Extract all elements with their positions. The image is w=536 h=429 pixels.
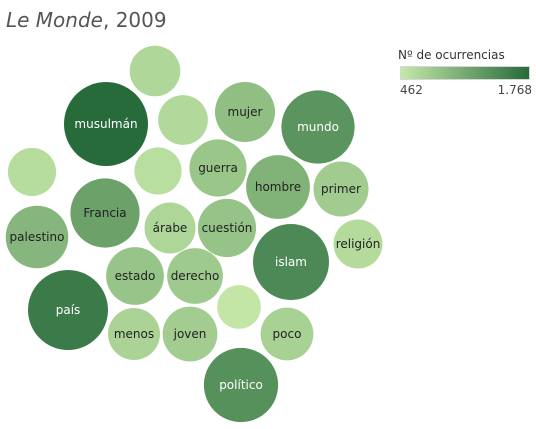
bubble-politico-label: político (219, 378, 263, 392)
bubble-religion[interactable] (333, 219, 383, 269)
bubble-palestino[interactable] (5, 205, 69, 269)
bubble-joven-label: joven (173, 327, 207, 341)
bubble-mundo[interactable] (281, 90, 355, 164)
bubble-estado-label: estado (115, 269, 156, 283)
bubble-menos-label: menos (114, 327, 154, 341)
bubble-francia[interactable] (70, 178, 140, 248)
bubble-mujer[interactable] (215, 82, 275, 142)
legend-gradient-bar (400, 66, 530, 80)
bubble-arabe[interactable] (144, 202, 196, 254)
bubble-pais-label: país (56, 303, 81, 317)
chart-title-italic: Le Monde (6, 8, 103, 32)
bubble-poco[interactable] (260, 307, 314, 361)
chart-title-rest: , 2009 (102, 8, 167, 32)
bubble-islam-label: islam (275, 255, 307, 269)
bubble-primer[interactable] (313, 161, 369, 217)
bubble-cuestion[interactable] (197, 198, 257, 258)
bubble-francia-label: Francia (83, 206, 126, 220)
bubble-musulman[interactable] (64, 82, 148, 166)
bubble-politico[interactable] (203, 347, 279, 423)
bubble-musulman-label: musulmán (74, 117, 137, 131)
bubble-pais[interactable] (28, 270, 108, 350)
bubble-palestino-label: palestino (10, 230, 65, 244)
bubble-religion-label: religión (336, 237, 381, 251)
bubble-unlabeled-20[interactable] (158, 95, 208, 145)
chart-title: Le Monde, 2009 (6, 8, 167, 32)
bubble-menos[interactable] (108, 308, 160, 360)
color-legend: Nº de ocurrencias 462 1.768 (398, 48, 534, 98)
legend-max-label: 1.768 (497, 83, 532, 97)
legend-min-label: 462 (400, 83, 423, 97)
bubble-mundo-label: mundo (297, 120, 339, 134)
bubble-unlabeled-23[interactable] (217, 285, 261, 329)
bubble-primer-label: primer (321, 182, 361, 196)
bubble-unlabeled-19[interactable] (129, 45, 181, 97)
bubble-hombre-label: hombre (255, 180, 301, 194)
bubble-unlabeled-21[interactable] (7, 147, 57, 197)
legend-title: Nº de ocurrencias (398, 48, 505, 62)
bubble-estado[interactable] (106, 247, 164, 305)
bubble-cuestion-label: cuestión (202, 221, 253, 235)
bubble-hombre[interactable] (246, 155, 310, 219)
bubble-arabe-label: árabe (153, 221, 188, 235)
bubble-unlabeled-22[interactable] (134, 147, 182, 195)
bubble-joven[interactable] (162, 306, 218, 362)
bubble-guerra[interactable] (189, 139, 247, 197)
bubble-mujer-label: mujer (228, 105, 263, 119)
bubble-derecho-label: derecho (171, 269, 220, 283)
bubble-islam[interactable] (253, 224, 329, 300)
bubble-poco-label: poco (273, 327, 302, 341)
bubble-derecho[interactable] (167, 248, 223, 304)
bubble-guerra-label: guerra (198, 161, 238, 175)
